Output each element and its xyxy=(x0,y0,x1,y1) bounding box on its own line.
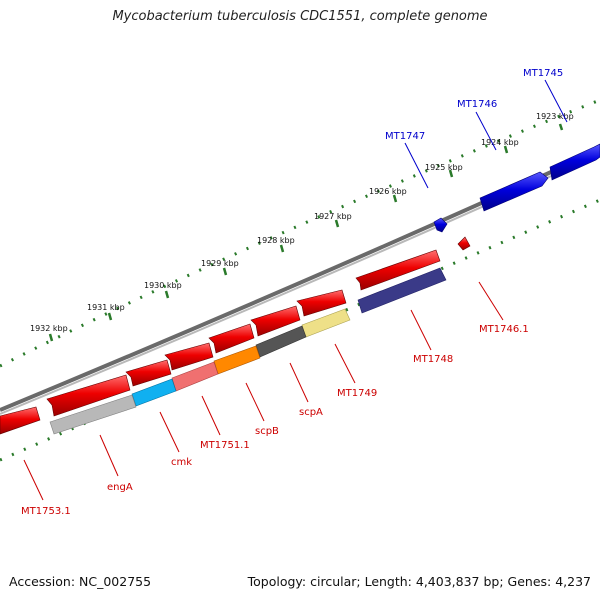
gene-label-MT1751.1: MT1751.1 xyxy=(200,440,250,451)
ruler-label: 1926 kbp xyxy=(369,187,407,196)
gene-label-MT1746.1: MT1746.1 xyxy=(479,324,529,335)
gene-MT1751.1-red[interactable] xyxy=(208,323,255,354)
gene-engA-red[interactable] xyxy=(125,359,172,387)
feature-MT1748[interactable] xyxy=(357,267,447,314)
gene-MT1747[interactable] xyxy=(433,217,448,233)
ruler-label: 1927 kbp xyxy=(314,212,352,221)
feature-track xyxy=(49,267,447,435)
gene-MT1746.1[interactable] xyxy=(457,236,471,251)
ruler-label: 1931 kbp xyxy=(87,303,125,312)
ruler-label: 1929 kbp xyxy=(201,259,239,268)
gene-label-scpA: scpA xyxy=(299,407,323,418)
reverse-gene-track xyxy=(0,236,471,435)
feature-engA[interactable] xyxy=(49,394,137,435)
gene-scpA-red[interactable] xyxy=(296,289,347,317)
map-title: Mycobacterium tuberculosis CDC1551, comp… xyxy=(112,9,488,24)
gene-label-MT1749: MT1749 xyxy=(337,388,377,399)
gene-label-MT1745: MT1745 xyxy=(523,68,563,79)
gene-label-engA: engA xyxy=(107,482,133,493)
gene-MT1746[interactable] xyxy=(479,171,549,212)
gene-MT1745[interactable] xyxy=(549,143,600,181)
ruler-label: 1928 kbp xyxy=(257,236,295,245)
genome-stats-text: Topology: circular; Length: 4,403,837 bp… xyxy=(247,574,591,589)
gene-MT1753.1-red[interactable] xyxy=(0,406,41,435)
ruler-label: 1930 kbp xyxy=(144,281,182,290)
gene-label-MT1748: MT1748 xyxy=(413,354,453,365)
gene-label-MT1747: MT1747 xyxy=(385,131,425,142)
gene-scpB-red[interactable] xyxy=(250,305,301,337)
ruler-label: 1923 kbp xyxy=(536,112,574,121)
ruler-label: 1932 kbp xyxy=(30,324,68,333)
ruler-label: 1924 kbp xyxy=(481,138,519,147)
gene-label-MT1753.1: MT1753.1 xyxy=(21,506,71,517)
gene-label-MT1746: MT1746 xyxy=(457,99,497,110)
ruler-label: 1925 kbp xyxy=(425,163,463,172)
feature-cmk[interactable] xyxy=(131,378,177,407)
gene-MT1748-red[interactable] xyxy=(355,249,441,291)
accession-text: Accession: NC_002755 xyxy=(9,574,152,589)
gene-cmk-red[interactable] xyxy=(164,342,214,371)
callout-lines xyxy=(23,79,568,501)
gene-label-scpB: scpB xyxy=(255,426,279,437)
ruler-major-ticks xyxy=(48,123,564,342)
gene-engA-red-2[interactable] xyxy=(46,374,131,417)
gene-label-cmk: cmk xyxy=(171,457,192,468)
forward-gene-track xyxy=(433,143,600,233)
feature-scpA[interactable] xyxy=(255,325,307,358)
